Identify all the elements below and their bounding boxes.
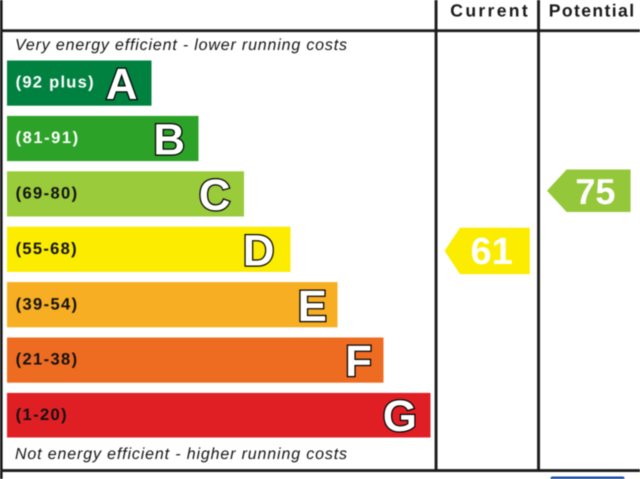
svg-text:A: A [106,60,138,109]
svg-text:E: E [298,282,327,331]
svg-text:Potential: Potential [549,1,634,21]
svg-text:F: F [345,337,372,386]
svg-text:Current: Current [450,1,528,21]
svg-text:B: B [153,116,185,165]
svg-text:(1-20): (1-20) [16,406,67,424]
svg-text:C: C [199,171,231,220]
svg-text:(92 plus): (92 plus) [16,74,94,92]
svg-text:61: 61 [471,231,513,273]
svg-text:75: 75 [575,171,615,212]
svg-text:(21-38): (21-38) [16,351,78,369]
svg-text:Not energy efficient - higher: Not energy efficient - higher running co… [15,446,347,463]
svg-text:(39-54): (39-54) [16,295,78,313]
svg-text:(55-68): (55-68) [16,240,77,258]
svg-text:(69-80): (69-80) [16,185,78,203]
svg-text:Very energy efficient - lower: Very energy efficient - lower running co… [15,37,347,54]
svg-text:G: G [383,392,417,441]
svg-text:(81-91): (81-91) [16,129,79,147]
svg-text:D: D [243,226,275,275]
